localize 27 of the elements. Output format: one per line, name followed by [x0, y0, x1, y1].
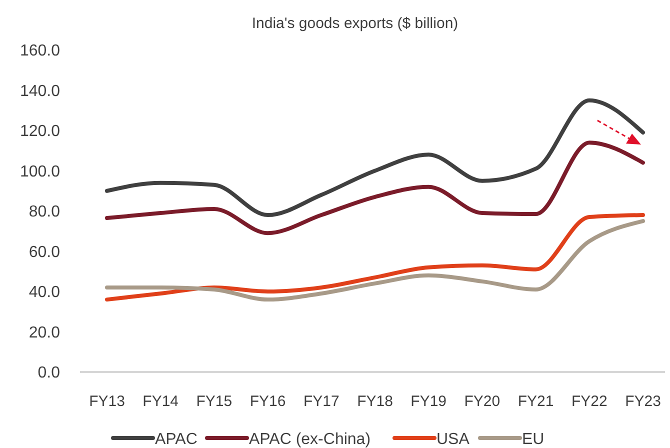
- y-tick-label: 80.0: [28, 204, 60, 221]
- x-tick-label: FY15: [196, 393, 232, 410]
- x-tick-label: FY17: [303, 393, 340, 410]
- y-tick-label: 20.0: [28, 324, 60, 342]
- legend-label: EU: [522, 431, 544, 448]
- x-tick-label: FY18: [357, 393, 393, 410]
- legend-label: APAC: [155, 431, 198, 448]
- y-tick-label: 160.0: [20, 42, 60, 60]
- legend-label: APAC (ex-China): [249, 431, 371, 448]
- line-series: [105, 98, 645, 218]
- y-tick-label: 100.0: [20, 163, 60, 180]
- x-tick-label: FY20: [464, 393, 500, 410]
- y-tick-label: 120.0: [20, 123, 60, 140]
- x-tick-label: FY21: [518, 393, 554, 410]
- y-tick-label: 60.0: [28, 244, 60, 261]
- legend-label: USA: [436, 431, 470, 448]
- x-tick-label: FY13: [89, 393, 125, 410]
- x-tick-label: FY23: [625, 393, 661, 410]
- line-series: [105, 140, 645, 236]
- y-tick-label: 0.0: [38, 364, 60, 382]
- x-tick-label: FY14: [142, 393, 179, 410]
- y-tick-label: 140.0: [20, 82, 60, 100]
- y-tick-label: 40.0: [28, 284, 60, 302]
- x-tick-label: FY19: [410, 393, 447, 410]
- x-tick-label: FY22: [571, 393, 608, 410]
- chart-subtitle: India's goods exports ($ billion): [252, 15, 458, 32]
- x-tick-label: FY16: [250, 393, 286, 410]
